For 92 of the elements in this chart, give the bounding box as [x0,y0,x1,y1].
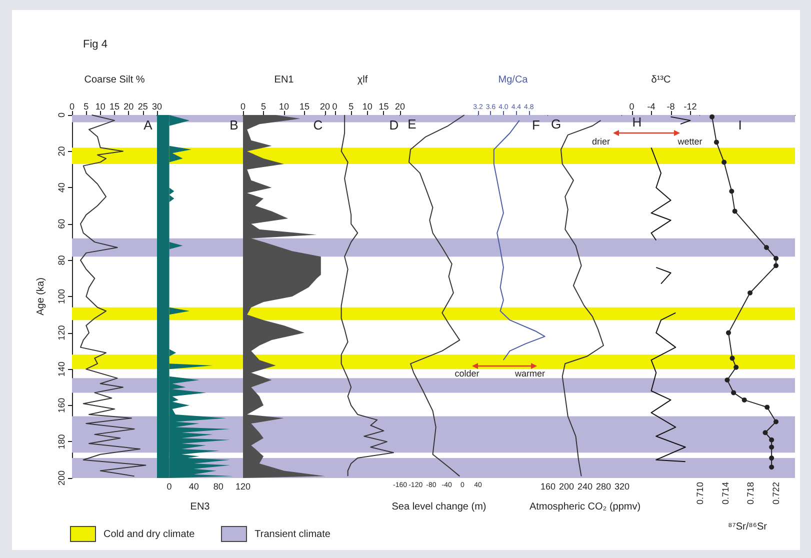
point [774,256,778,261]
point [774,263,778,268]
annotation: C [313,118,323,132]
x-tick-label: 240 [577,482,593,492]
x-axis-title: EN1 [274,74,294,86]
x-axis-title: δ¹³C [651,74,671,86]
x-tick-label: 15 [378,102,389,112]
x-tick-label: 5 [260,102,266,112]
y-tick-label: 80 [56,255,66,266]
legend-label: Cold and dry climate [104,528,195,540]
x-tick-label: 0 [240,102,246,112]
legend-label: Transient climate [254,528,330,540]
x-axis-title: χlf [357,74,368,86]
annotation: colder [454,368,480,378]
annotation: E [408,116,416,132]
point [769,464,774,470]
x-tick-label: -8 [666,102,675,112]
y-tick-label: 160 [56,398,66,413]
x-tick-label: 0.714 [720,482,730,505]
annotation: D [389,118,399,132]
x-tick-label: 160 [540,482,556,492]
annotation: G [550,116,562,132]
point [769,456,774,461]
y-axis-title: Age (ka) [36,278,46,316]
x-tick-label: 15 [299,102,310,112]
annotation: drier [592,136,610,146]
x-tick-label: 0 [629,102,634,112]
x-tick-label: 10 [362,102,372,112]
point [730,356,735,361]
y-tick-label: 140 [56,362,66,377]
x-tick-label: 280 [596,482,612,492]
x-axis-title: Sea level change (m) [392,502,486,512]
point [769,444,774,450]
x-axis-title: EN3 [190,502,210,512]
x-tick-label: 200 [558,482,574,492]
annotation: B [230,118,238,132]
y-tick-label: 100 [56,288,66,304]
x-axis-title: Atmospheric CO₂ (ppmv) [529,502,641,512]
x-tick-label: 0.722 [771,482,781,505]
x-tick-label: 5 [348,102,354,112]
y-tick-label: 20 [56,146,66,156]
point [764,404,770,410]
x-axis-title: Coarse Silt % [84,74,145,86]
annotation: warmer [514,368,546,378]
point [762,430,768,436]
x-tick-label: 30 [152,102,162,112]
x-tick-label: 0 [69,102,75,112]
point [748,290,753,296]
point [722,160,727,165]
x-tick-label: -4 [647,102,656,112]
x-axis-title: ⁸⁷Sr/⁸⁶Sr [728,522,768,532]
point [724,377,730,382]
point [726,330,731,336]
x-tick-label: 15 [109,102,120,112]
x-tick-label: 20 [394,102,406,112]
x-tick-label: 20 [124,102,134,112]
point [774,419,778,424]
point [714,140,719,145]
point [734,364,739,370]
x-tick-label: 20 [320,102,330,112]
annotation: I [738,118,742,132]
x-tick-label: 80 [213,482,224,492]
x-tick-label: 10 [278,102,290,112]
x-tick-label: 0.718 [746,482,756,505]
point [742,397,747,402]
point [769,437,774,442]
annotation: wetter [678,136,702,146]
y-tick-label: 40 [56,182,66,193]
point [764,244,769,250]
y-tick-label: 180 [56,434,66,450]
x-axis-title: Mg/Ca [498,74,528,86]
point [732,208,738,214]
x-tick-label: 0.710 [695,482,705,505]
x-tick-label: 10 [95,102,106,112]
x-tick-label: 40 [188,482,199,492]
x-tick-label: 0 [332,102,338,112]
point [729,188,734,194]
x-tick-label: -12 [684,102,697,112]
y-tick-label: 120 [56,325,66,340]
point [710,114,715,120]
point [731,390,736,396]
x-tick-label: 25 [138,102,148,112]
x-tick-label: 5 [84,102,89,112]
annotation: H [632,114,642,130]
y-tick-label: 60 [56,218,66,229]
annotation: A [144,118,152,132]
annotation: F [532,118,540,132]
chart-title: Fig 4 [83,38,108,50]
y-tick-label: 0 [56,112,66,118]
x-tick-label: 120 [235,482,251,492]
x-tick-label: 0 [166,482,172,492]
x-tick-label: 320 [614,482,630,492]
